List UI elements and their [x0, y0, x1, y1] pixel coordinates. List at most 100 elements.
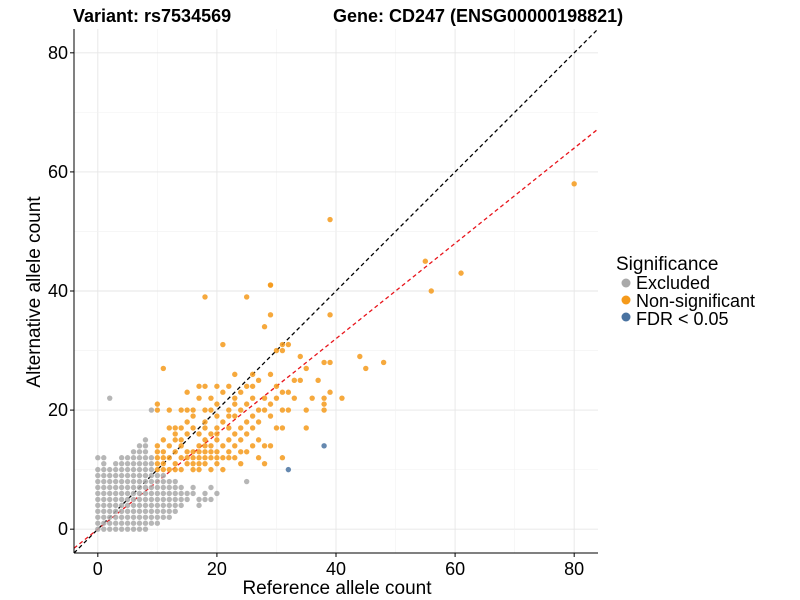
point-excluded — [154, 496, 161, 503]
point-excluded — [118, 496, 125, 503]
point-non-significant — [154, 449, 161, 455]
point-excluded — [101, 478, 107, 485]
point-excluded — [166, 508, 172, 515]
point-non-significant — [297, 377, 303, 384]
point-non-significant — [255, 455, 262, 461]
point-excluded — [142, 502, 149, 509]
point-non-significant — [202, 455, 208, 461]
point-non-significant — [202, 425, 208, 431]
point-non-significant — [285, 407, 292, 413]
point-excluded — [101, 526, 107, 532]
y-tick-label: 40 — [48, 281, 68, 301]
point-excluded — [160, 490, 167, 497]
point-non-significant — [190, 466, 196, 473]
point-excluded — [214, 490, 220, 497]
point-non-significant — [267, 401, 274, 407]
point-excluded — [142, 455, 149, 461]
point-non-significant — [220, 466, 226, 473]
point-non-significant — [267, 312, 274, 318]
point-fdr-0-05 — [285, 466, 292, 473]
legend: Significance Excluded Non-significant FD… — [616, 254, 755, 329]
point-excluded — [124, 478, 131, 485]
point-non-significant — [267, 413, 274, 419]
point-excluded — [136, 460, 143, 467]
point-excluded — [148, 407, 155, 413]
point-excluded — [112, 460, 119, 467]
point-non-significant — [238, 449, 244, 455]
point-non-significant — [190, 425, 196, 431]
point-excluded — [112, 514, 119, 520]
point-excluded — [124, 455, 131, 461]
point-excluded — [136, 514, 143, 520]
point-excluded — [101, 460, 107, 467]
point-non-significant — [267, 371, 274, 378]
point-excluded — [107, 514, 113, 520]
point-excluded — [190, 484, 196, 491]
point-non-significant — [196, 449, 202, 455]
point-excluded — [148, 455, 155, 461]
point-non-significant — [208, 455, 214, 461]
point-excluded — [148, 508, 155, 515]
point-excluded — [160, 472, 167, 479]
point-non-significant — [190, 413, 196, 419]
point-non-significant — [279, 341, 286, 348]
point-non-significant — [178, 425, 184, 431]
point-excluded — [142, 478, 149, 485]
point-excluded — [107, 508, 113, 515]
point-excluded — [154, 520, 161, 526]
y-tick-label: 20 — [48, 400, 68, 420]
point-excluded — [124, 466, 131, 473]
point-non-significant — [208, 466, 214, 473]
point-non-significant — [309, 395, 315, 401]
point-excluded — [130, 484, 137, 491]
point-excluded — [124, 520, 131, 526]
point-non-significant — [202, 460, 208, 467]
point-non-significant — [172, 437, 178, 443]
point-non-significant — [273, 383, 280, 389]
point-excluded — [202, 490, 208, 497]
point-non-significant — [249, 443, 256, 449]
point-non-significant — [160, 460, 167, 467]
point-excluded — [154, 508, 161, 515]
point-non-significant — [226, 449, 232, 455]
point-non-significant — [273, 347, 280, 354]
point-excluded — [166, 502, 172, 509]
point-excluded — [160, 496, 167, 503]
point-excluded — [208, 484, 214, 491]
x-tick-label: 20 — [207, 559, 227, 579]
point-excluded — [118, 520, 125, 526]
point-non-significant — [202, 383, 208, 389]
point-excluded — [101, 502, 107, 509]
point-non-significant — [202, 407, 208, 413]
point-excluded — [118, 526, 125, 532]
point-excluded — [160, 508, 167, 515]
point-excluded — [124, 502, 131, 509]
point-excluded — [112, 520, 119, 526]
point-excluded — [142, 520, 149, 526]
point-excluded — [154, 502, 161, 509]
point-excluded — [95, 514, 101, 520]
point-non-significant — [238, 407, 244, 413]
point-non-significant — [327, 216, 333, 223]
point-non-significant — [220, 419, 226, 425]
point-non-significant — [190, 449, 196, 455]
point-excluded — [107, 484, 113, 491]
point-non-significant — [249, 371, 256, 378]
point-non-significant — [178, 437, 184, 443]
point-non-significant — [202, 443, 208, 449]
point-non-significant — [267, 443, 274, 449]
point-excluded — [112, 466, 119, 473]
point-excluded — [107, 520, 113, 526]
legend-title: Significance — [616, 254, 718, 275]
point-excluded — [142, 460, 149, 467]
point-non-significant — [232, 455, 238, 461]
point-non-significant — [160, 365, 167, 372]
point-excluded — [142, 449, 149, 455]
point-excluded — [118, 455, 125, 461]
point-non-significant — [184, 389, 190, 395]
point-non-significant — [226, 383, 232, 389]
x-tick-label: 60 — [445, 559, 465, 579]
point-non-significant — [208, 395, 214, 401]
point-excluded — [160, 484, 167, 491]
point-non-significant — [154, 443, 161, 449]
